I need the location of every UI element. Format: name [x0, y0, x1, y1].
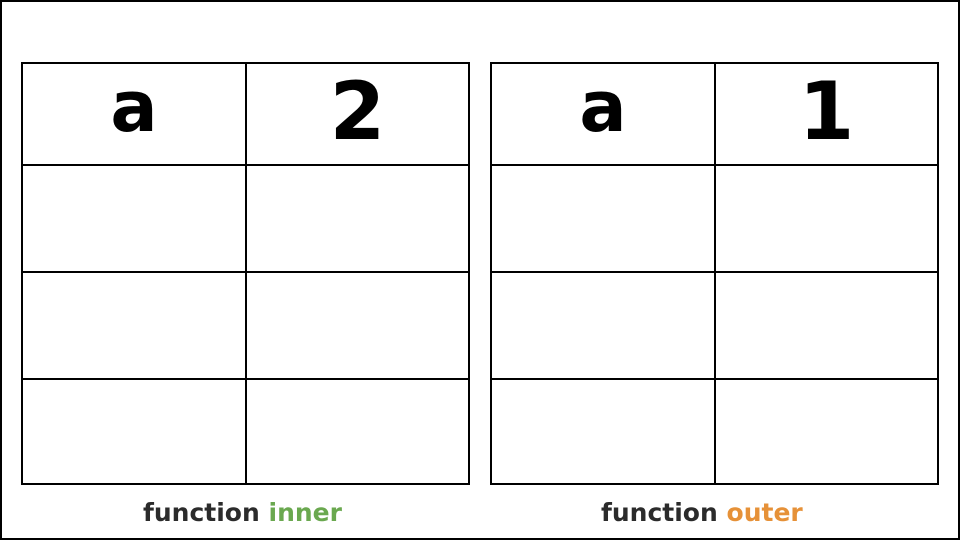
- inner-empty-cell: [23, 380, 247, 483]
- inner-scope-caption: function inner: [143, 497, 342, 529]
- outer-caption-keyword: function: [601, 498, 718, 527]
- outer-scope-table: a 1: [490, 62, 939, 485]
- outer-variable-cell: a: [492, 64, 716, 166]
- outer-empty-cell: [716, 166, 937, 273]
- inner-variable-name: a: [110, 66, 158, 148]
- outer-empty-cell: [492, 166, 716, 273]
- outer-variable-name: a: [579, 66, 627, 148]
- inner-empty-cell: [247, 273, 468, 380]
- inner-value-cell: 2: [247, 64, 468, 166]
- outer-scope-caption: function outer: [601, 497, 803, 529]
- inner-scope-table: a 2: [21, 62, 470, 485]
- outer-empty-cell: [716, 273, 937, 380]
- inner-caption-function-name: inner: [268, 498, 342, 527]
- outer-empty-cell: [492, 273, 716, 380]
- outer-variable-value: 1: [798, 65, 855, 158]
- inner-empty-cell: [247, 380, 468, 483]
- inner-empty-cell: [23, 166, 247, 273]
- outer-empty-cell: [492, 380, 716, 483]
- outer-caption-function-name: outer: [726, 498, 803, 527]
- inner-variable-value: 2: [329, 65, 386, 158]
- inner-empty-cell: [247, 166, 468, 273]
- outer-empty-cell: [716, 380, 937, 483]
- inner-empty-cell: [23, 273, 247, 380]
- outer-value-cell: 1: [716, 64, 937, 166]
- inner-variable-cell: a: [23, 64, 247, 166]
- inner-caption-keyword: function: [143, 498, 260, 527]
